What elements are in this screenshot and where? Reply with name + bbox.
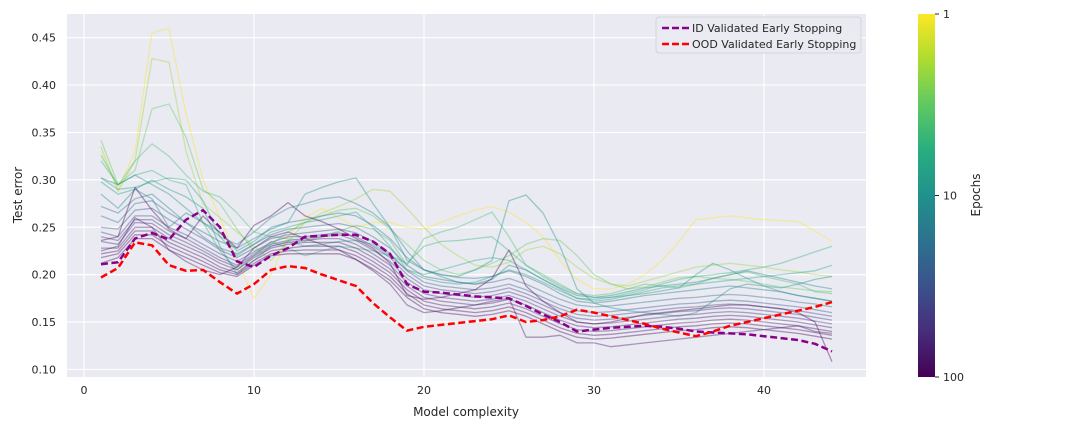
epoch-curve bbox=[100, 217, 833, 348]
y-tick-label: 0.40 bbox=[32, 79, 57, 92]
legend-box bbox=[655, 16, 862, 54]
epoch-curves bbox=[100, 27, 833, 363]
x-axis-label: Model complexity bbox=[413, 405, 519, 419]
x-tick-label: 30 bbox=[587, 384, 601, 397]
y-tick-label: 0.45 bbox=[32, 32, 57, 45]
y-tick-labels: 0.10 0.15 0.20 0.25 0.30 0.35 0.40 0.45 bbox=[32, 32, 57, 377]
epoch-curve bbox=[101, 226, 833, 329]
colorbar-gradient bbox=[918, 14, 935, 377]
epoch-curve bbox=[100, 57, 833, 287]
x-tick-label: 0 bbox=[81, 384, 88, 397]
series-line-ood bbox=[100, 241, 833, 338]
colorbar-tick-label-100: 100 bbox=[943, 371, 964, 384]
epoch-curve bbox=[100, 207, 833, 314]
colorbar-tick-label-10: 10 bbox=[943, 190, 957, 203]
y-tick-label: 0.15 bbox=[32, 316, 57, 329]
epoch-curve bbox=[100, 221, 833, 325]
epoch-curve bbox=[100, 103, 833, 293]
epoch-curve bbox=[100, 234, 833, 336]
legend-label-id: ID Validated Early Stopping bbox=[692, 22, 842, 35]
x-tick-label: 20 bbox=[417, 384, 431, 397]
x-tick-labels: 0 10 20 30 40 bbox=[81, 384, 772, 397]
grid bbox=[67, 14, 866, 377]
legend: ID Validated Early Stopping OOD Validate… bbox=[655, 16, 862, 54]
x-tick-label: 10 bbox=[247, 384, 261, 397]
series-line-id bbox=[100, 208, 833, 353]
epoch-curve bbox=[100, 188, 833, 299]
y-tick-label: 0.35 bbox=[32, 126, 57, 139]
epoch-curve bbox=[100, 177, 833, 302]
main-series bbox=[100, 208, 833, 353]
colorbar-label: Epochs bbox=[969, 174, 983, 217]
y-tick-label: 0.25 bbox=[32, 221, 57, 234]
epoch-curve bbox=[100, 27, 833, 299]
colorbar-tick-label-1: 1 bbox=[943, 8, 950, 21]
legend-label-ood: OOD Validated Early Stopping bbox=[692, 38, 856, 51]
epoch-curve bbox=[100, 160, 833, 299]
y-tick-label: 0.20 bbox=[32, 269, 57, 282]
epoch-curve bbox=[100, 179, 833, 302]
y-tick-label: 0.10 bbox=[32, 363, 57, 376]
epoch-curve bbox=[100, 237, 833, 340]
plot-background bbox=[67, 14, 866, 377]
epoch-curve bbox=[100, 215, 833, 317]
epoch-curve bbox=[100, 230, 833, 333]
epoch-curve bbox=[100, 200, 833, 308]
epoch-curve bbox=[100, 193, 833, 304]
epoch-curve bbox=[100, 143, 833, 297]
colorbar: 1 10 100 Epochs bbox=[918, 8, 983, 384]
y-tick-label: 0.30 bbox=[32, 174, 57, 187]
x-tick-label: 40 bbox=[757, 384, 771, 397]
y-axis-label: Test error bbox=[11, 167, 25, 225]
